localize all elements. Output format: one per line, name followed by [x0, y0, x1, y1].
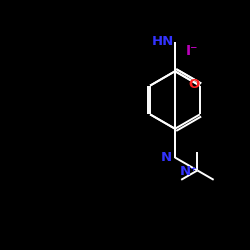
Text: I⁻: I⁻ — [186, 44, 199, 58]
Text: O: O — [188, 78, 199, 91]
Text: HN: HN — [152, 35, 174, 48]
Text: N: N — [161, 151, 172, 164]
Text: N⁺: N⁺ — [180, 165, 198, 178]
